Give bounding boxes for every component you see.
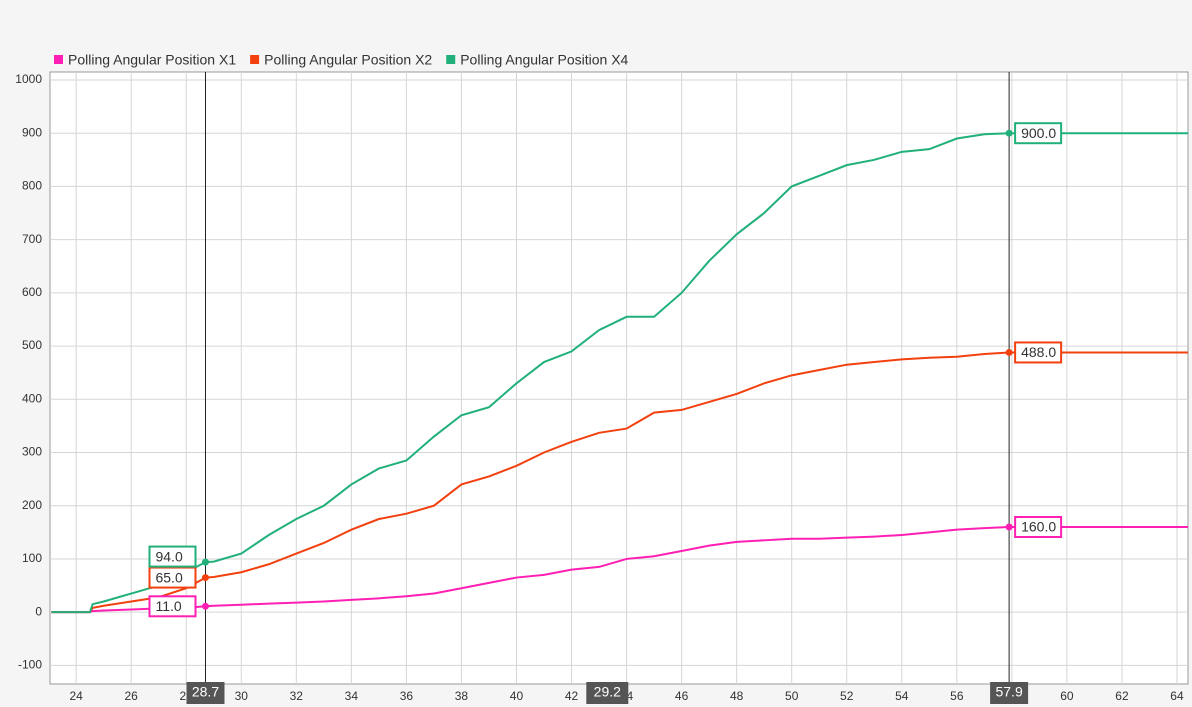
cursor-point <box>1005 523 1013 531</box>
legend-swatch <box>250 55 260 64</box>
cursor-x-box <box>186 682 225 704</box>
y-tick-label: 400 <box>22 391 42 405</box>
cursor-value-label: 488.0 <box>1021 344 1056 360</box>
cursor-x-label: 28.7 <box>192 684 219 700</box>
x-tick-label: 56 <box>950 689 964 703</box>
x-tick-label: 64 <box>1170 689 1184 703</box>
y-tick-label: 500 <box>22 338 42 352</box>
x-tick-label: 32 <box>290 689 304 703</box>
cursor-point <box>1005 129 1013 137</box>
legend-swatch <box>446 55 456 64</box>
x-tick-label: 30 <box>235 689 249 703</box>
x-tick-label: 24 <box>69 689 83 703</box>
legend-label: Polling Angular Position X2 <box>264 52 432 68</box>
cursor-value-box <box>1014 516 1063 539</box>
cursor-point <box>201 602 209 610</box>
series-line <box>51 526 1188 614</box>
series-line <box>51 132 1188 614</box>
cursor-value-box <box>148 545 197 568</box>
cursor-point <box>1005 348 1013 356</box>
cursor-value-label: 65.0 <box>155 569 182 585</box>
cursor-value-label: 11.0 <box>155 598 181 614</box>
x-tick-label: 38 <box>455 689 469 703</box>
cursor-point <box>201 558 209 566</box>
y-tick-label: 300 <box>22 445 42 459</box>
x-tick-label: 42 <box>565 689 579 703</box>
x-tick-label: 40 <box>510 689 524 703</box>
cursor-delta-box <box>586 682 629 704</box>
x-tick-label: 46 <box>675 689 689 703</box>
y-tick-label: 0 <box>35 604 42 618</box>
legend: Polling Angular Position X1 Polling Angul… <box>54 52 629 68</box>
y-tick-label: -100 <box>18 658 42 672</box>
cursor-x-label: 57.9 <box>995 684 1022 700</box>
y-tick-label: 1000 <box>15 72 42 86</box>
x-tick-label: 60 <box>1060 689 1074 703</box>
x-tick-label: 48 <box>730 689 744 703</box>
y-tick-label: 100 <box>22 551 42 565</box>
cursor-value-box <box>148 595 197 618</box>
y-tick-label: 600 <box>22 285 42 299</box>
legend-label: Polling Angular Position X1 <box>68 52 236 68</box>
cursor-point <box>201 574 209 582</box>
y-tick-label: 700 <box>22 232 42 246</box>
x-tick-label: 50 <box>785 689 799 703</box>
cursor-value-box <box>1014 122 1063 145</box>
legend-swatch <box>54 55 63 64</box>
cursor-value-label: 94.0 <box>155 548 182 564</box>
series-line <box>51 351 1188 614</box>
cursor-value-box <box>1014 341 1063 364</box>
x-tick-label: 62 <box>1115 689 1129 703</box>
plot-area <box>49 71 1189 685</box>
y-tick-label: 200 <box>22 498 42 512</box>
cursor-value-label: 160.0 <box>1021 519 1056 535</box>
x-tick-label: 52 <box>840 689 854 703</box>
cursor-value-label: 900.0 <box>1021 125 1056 141</box>
x-tick-label: 34 <box>345 689 359 703</box>
legend-label: Polling Angular Position X4 <box>460 52 628 68</box>
y-tick-label: 900 <box>22 125 42 139</box>
x-tick-label: 54 <box>895 689 909 703</box>
cursor-delta-label: 29.2 <box>594 684 621 700</box>
x-tick-label: 36 <box>400 689 414 703</box>
x-tick-label: 26 <box>125 689 139 703</box>
cursor-x-box <box>990 682 1029 704</box>
y-tick-label: 800 <box>22 179 42 193</box>
